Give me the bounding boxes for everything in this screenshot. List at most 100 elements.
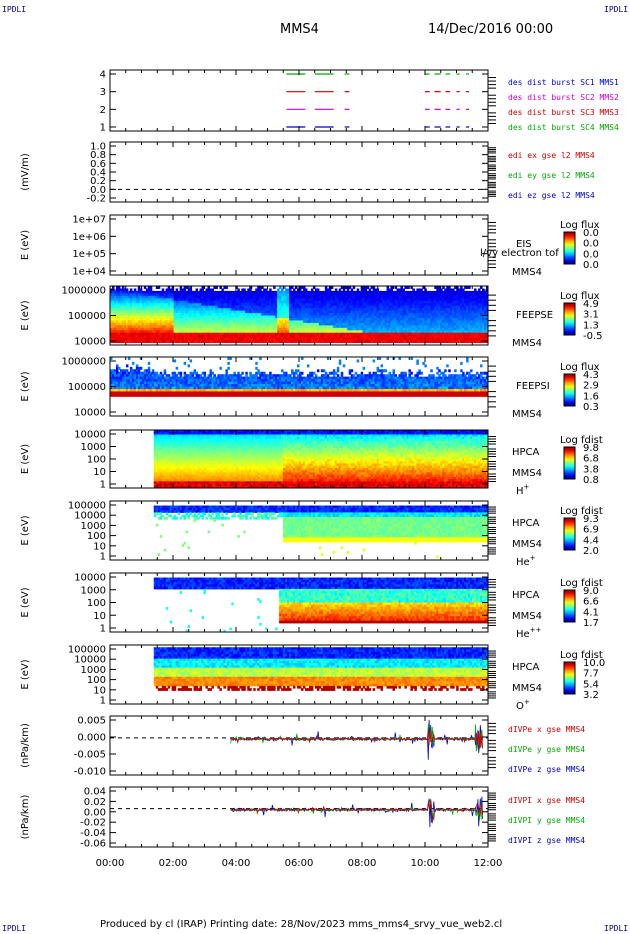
- divpe-ytick-label: 0.000: [77, 733, 106, 744]
- edi-ylabel: (mV/m): [20, 153, 31, 191]
- feepsi-colorbar-tick: 2.9: [583, 381, 599, 392]
- hpca_o-spacecraft-label: MMS4: [512, 683, 542, 694]
- feepse-spacecraft-label: MMS4: [512, 338, 542, 349]
- eis-colorbar: [563, 231, 576, 265]
- feepsi-ytick-label: 100000: [68, 382, 106, 393]
- hpca_hepp-colorbar-tick: 1.7: [583, 618, 599, 629]
- time-axis-label: 12:00: [474, 858, 503, 869]
- hpca_he-instrument-label: HPCA: [512, 518, 540, 529]
- feepsi-colorbar-tick: 0.3: [583, 402, 599, 413]
- burst-ytick-label: 4: [100, 70, 106, 81]
- hpca_o-colorbar-tick: 10.0: [583, 658, 605, 669]
- hpca_o-colorbar-title: Log fdist: [560, 650, 603, 661]
- corner-label-br: IPDLI: [604, 924, 629, 933]
- burst-intervals: [286, 73, 470, 128]
- edi-ytick-label: 0.8: [90, 150, 106, 161]
- eis-overlay-label: l/vy electron tof: [480, 248, 559, 259]
- eis-instrument-label: EIS: [516, 239, 532, 250]
- hpca_he-colorbar-tick: 6.9: [583, 525, 599, 536]
- feepsi-ylabel: E (eV): [20, 371, 31, 401]
- hpca_o-species-charge: +: [524, 698, 530, 706]
- burst-ytick-label: 1: [100, 123, 106, 134]
- edi-frame: [109, 141, 489, 203]
- divpi-ytick-label: 0.04: [84, 787, 106, 798]
- edi-ytick-label: 0.4: [90, 168, 106, 179]
- page-title-date: 14/Dec/2016 00:00: [428, 22, 554, 37]
- burst-ytick-label: 3: [100, 87, 106, 98]
- hpca_hepp-colorbar-title: Log fdist: [560, 578, 603, 589]
- hpca_he-spectrogram: [153, 505, 489, 559]
- hpca_he-colorbar-tick: 9.3: [583, 514, 599, 525]
- feepsi-spectrogram: [110, 357, 489, 397]
- hpca_he-ytick-label: 100000: [68, 501, 106, 512]
- hpca_he-colorbar-title: Log fdist: [560, 506, 603, 517]
- divpi-series-line: [230, 796, 483, 828]
- divpi-ytick-label: 0.00: [84, 807, 106, 818]
- eis-spacecraft-label: MMS4: [512, 267, 542, 278]
- divpe-ytick-label: -0.010: [74, 767, 106, 778]
- hpca_he-species-label: He+: [516, 554, 536, 568]
- hpca_h-spectrogram: [153, 430, 489, 489]
- time-axis-label: 10:00: [411, 858, 440, 869]
- hpca_o-colorbar-tick: 5.4: [583, 679, 599, 690]
- hpca_hepp-colorbar-tick: 4.1: [583, 607, 599, 618]
- footer-credits: Produced by cl (IRAP) Printing date: 28/…: [100, 919, 503, 930]
- burst-legend-entry: des dist burst SC1 MMS1: [508, 78, 619, 87]
- time-axis-label: 02:00: [159, 858, 188, 869]
- feepse-ylabel: E (eV): [20, 300, 31, 330]
- edi-legend-entry: edi ez gse l2 MMS4: [508, 191, 595, 200]
- divpe-series-line: [230, 723, 483, 752]
- hpca_hepp-colorbar: [563, 589, 576, 623]
- divpe-series: [230, 719, 483, 760]
- burst-ytick-label: 2: [100, 105, 106, 116]
- hpca_h-instrument-label: HPCA: [512, 447, 540, 458]
- eis-ylabel: E (eV): [20, 230, 31, 260]
- hpca_hepp-species-label: He++: [516, 626, 542, 640]
- eis-colorbar-title: Log flux: [560, 220, 600, 231]
- divpi-ytick-label: 0.02: [84, 797, 106, 808]
- eis-ytick-label: 1e+07: [72, 215, 106, 226]
- hpca_hepp-ytick-label: 1000: [81, 585, 106, 596]
- hpca_hepp-ytick-label: 10000: [74, 573, 106, 584]
- hpca_he-ytick-label: 10000: [74, 511, 106, 522]
- divpi-legend-entry: dIVPI y gse MMS4: [508, 816, 585, 825]
- divpe-ytick-label: -0.005: [74, 750, 106, 761]
- burst-legend-entry: des dist burst SC4 MMS4: [508, 123, 619, 132]
- feepse-colorbar-tick: 1.3: [583, 320, 599, 331]
- hpca_h-colorbar-tick: 9.8: [583, 443, 599, 454]
- edi-ytick-label: -0.2: [86, 194, 106, 205]
- hpca_o-ytick-label: 1: [100, 696, 106, 707]
- hpca_h-colorbar-title: Log fdist: [560, 435, 603, 446]
- divpi-ytick-label: -0.04: [80, 828, 106, 839]
- eis-colorbar-tick: 0.0: [583, 249, 599, 260]
- feepsi-colorbar: [563, 373, 576, 407]
- feepse-colorbar-tick: 3.1: [583, 310, 599, 321]
- hpca_o-instrument-label: HPCA: [512, 662, 540, 673]
- divpi-series: [230, 796, 483, 828]
- time-axis-label: 00:00: [96, 858, 125, 869]
- feepsi-colorbar-title: Log flux: [560, 362, 600, 373]
- divpe-series-line: [230, 729, 483, 749]
- hpca_h-species-charge: +: [524, 483, 530, 491]
- hpca_o-colorbar: [563, 661, 576, 695]
- hpca_h-colorbar-tick: 6.8: [583, 454, 599, 465]
- hpca_hepp-spectrogram: [153, 577, 489, 633]
- feepsi-ytick-label: 10000: [74, 408, 106, 419]
- page-title-spacecraft: MMS4: [280, 22, 319, 37]
- divpe-ylabel: (nPa/km): [20, 723, 31, 768]
- edi-legend-entry: edi ey gse l2 MMS4: [508, 171, 595, 180]
- hpca_h-ytick-label: 100: [87, 455, 106, 466]
- hpca_he-ytick-label: 1000: [81, 521, 106, 532]
- hpca_o-ytick-label: 100: [87, 675, 106, 686]
- edi-ytick-label: 0.2: [90, 176, 106, 187]
- hpca_hepp-spacecraft-label: MMS4: [512, 611, 542, 622]
- eis-ytick-label: 1e+05: [72, 249, 106, 260]
- feepse-ytick-label: 10000: [74, 337, 106, 348]
- divpi-ytick-label: -0.02: [80, 818, 106, 829]
- time-axis-label: 06:00: [285, 858, 314, 869]
- hpca_hepp-colorbar-tick: 6.6: [583, 597, 599, 608]
- divpe-legend-entry: dIVPe z gse MMS4: [508, 765, 585, 774]
- hpca_o-ytick-label: 1000: [81, 665, 106, 676]
- hpca_hepp-species-charge: ++: [530, 626, 542, 634]
